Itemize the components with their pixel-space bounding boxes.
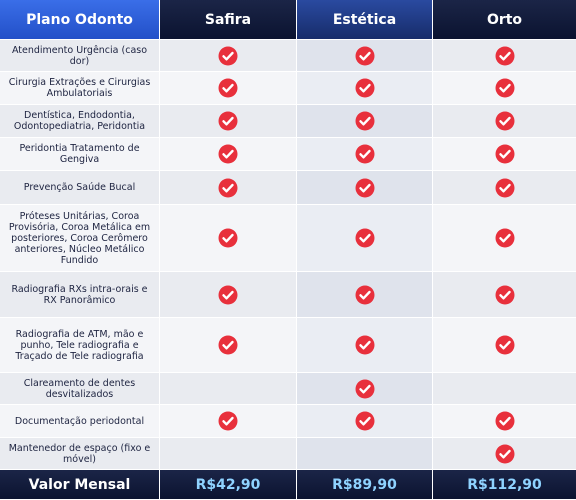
check-icon — [355, 411, 375, 431]
check-icon — [355, 285, 375, 305]
check-cell — [297, 105, 433, 138]
footer-row: Valor Mensal R$42,90 R$89,90 R$112,90 — [0, 470, 576, 500]
check-cell — [433, 171, 576, 205]
feature-label: Prevenção Saúde Bucal — [0, 171, 160, 205]
check-cell — [433, 138, 576, 171]
check-cell — [297, 318, 433, 373]
check-icon — [355, 46, 375, 66]
header-cell: Plano Odonto — [0, 0, 160, 40]
check-cell — [297, 405, 433, 438]
feature-label: Peridontia Tratamento de Gengiva — [0, 138, 160, 171]
check-icon — [495, 228, 515, 248]
check-cell — [433, 272, 576, 318]
check-icon — [218, 285, 238, 305]
check-icon — [495, 46, 515, 66]
check-icon — [218, 111, 238, 131]
feature-row: Documentação periodontal — [0, 405, 576, 438]
feature-row: Prevenção Saúde Bucal — [0, 171, 576, 205]
feature-label: Documentação periodontal — [0, 405, 160, 438]
feature-row: Cirurgia Extrações e Cirurgias Ambulator… — [0, 72, 576, 105]
check-cell — [160, 438, 297, 470]
check-cell — [433, 205, 576, 272]
header-row: Plano Odonto Safira Estética Orto — [0, 0, 576, 40]
check-icon — [355, 78, 375, 98]
check-icon — [218, 144, 238, 164]
check-icon — [218, 46, 238, 66]
check-cell — [160, 205, 297, 272]
feature-row: Dentística, Endodontia, Odontopediatria,… — [0, 105, 576, 138]
check-cell — [160, 272, 297, 318]
check-cell — [160, 405, 297, 438]
check-cell — [433, 405, 576, 438]
header-cell: Estética — [297, 0, 433, 40]
feature-label: Atendimento Urgência (caso dor) — [0, 40, 160, 72]
check-cell — [297, 373, 433, 405]
check-icon — [495, 78, 515, 98]
check-icon — [355, 379, 375, 399]
check-icon — [495, 111, 515, 131]
feature-label: Mantenedor de espaço (fixo e móvel) — [0, 438, 160, 470]
check-icon — [495, 144, 515, 164]
check-icon — [495, 335, 515, 355]
check-cell — [160, 318, 297, 373]
feature-label: Dentística, Endodontia, Odontopediatria,… — [0, 105, 160, 138]
check-cell — [160, 138, 297, 171]
check-cell — [160, 171, 297, 205]
check-cell — [433, 438, 576, 470]
check-icon — [218, 411, 238, 431]
check-cell — [433, 40, 576, 72]
check-cell — [160, 40, 297, 72]
feature-label: Radiografia RXs intra-orais e RX Panorâm… — [0, 272, 160, 318]
check-cell — [297, 171, 433, 205]
check-icon — [495, 444, 515, 464]
check-cell — [433, 72, 576, 105]
feature-row: Mantenedor de espaço (fixo e móvel) — [0, 438, 576, 470]
feature-label: Cirurgia Extrações e Cirurgias Ambulator… — [0, 72, 160, 105]
check-icon — [355, 178, 375, 198]
feature-row: Clareamento de dentes desvitalizados — [0, 373, 576, 405]
feature-row: Peridontia Tratamento de Gengiva — [0, 138, 576, 171]
check-cell — [433, 105, 576, 138]
check-icon — [495, 285, 515, 305]
check-icon — [355, 335, 375, 355]
check-cell — [160, 72, 297, 105]
check-icon — [218, 78, 238, 98]
check-icon — [218, 335, 238, 355]
feature-row: Radiografia de ATM, mão e punho, Tele ra… — [0, 318, 576, 373]
check-cell — [433, 318, 576, 373]
feature-label: Radiografia de ATM, mão e punho, Tele ra… — [0, 318, 160, 373]
price: R$42,90 — [160, 470, 297, 500]
check-cell — [297, 272, 433, 318]
check-icon — [218, 228, 238, 248]
check-cell — [160, 373, 297, 405]
header-cell: Orto — [433, 0, 576, 40]
check-cell — [297, 138, 433, 171]
feature-label: Clareamento de dentes desvitalizados — [0, 373, 160, 405]
check-icon — [355, 228, 375, 248]
check-icon — [495, 411, 515, 431]
check-cell — [433, 373, 576, 405]
feature-row: Atendimento Urgência (caso dor) — [0, 40, 576, 72]
check-cell — [297, 72, 433, 105]
check-icon — [355, 111, 375, 131]
feature-row: Radiografia RXs intra-orais e RX Panorâm… — [0, 272, 576, 318]
header-cell: Safira — [160, 0, 297, 40]
check-cell — [297, 40, 433, 72]
check-icon — [218, 178, 238, 198]
feature-label: Próteses Unitárias, Coroa Provisória, Co… — [0, 205, 160, 272]
price: R$89,90 — [297, 470, 433, 500]
check-cell — [297, 205, 433, 272]
footer-label: Valor Mensal — [0, 470, 160, 500]
check-cell — [160, 105, 297, 138]
check-icon — [495, 178, 515, 198]
price: R$112,90 — [433, 470, 576, 500]
check-cell — [297, 438, 433, 470]
feature-row: Próteses Unitárias, Coroa Provisória, Co… — [0, 205, 576, 272]
check-icon — [355, 144, 375, 164]
